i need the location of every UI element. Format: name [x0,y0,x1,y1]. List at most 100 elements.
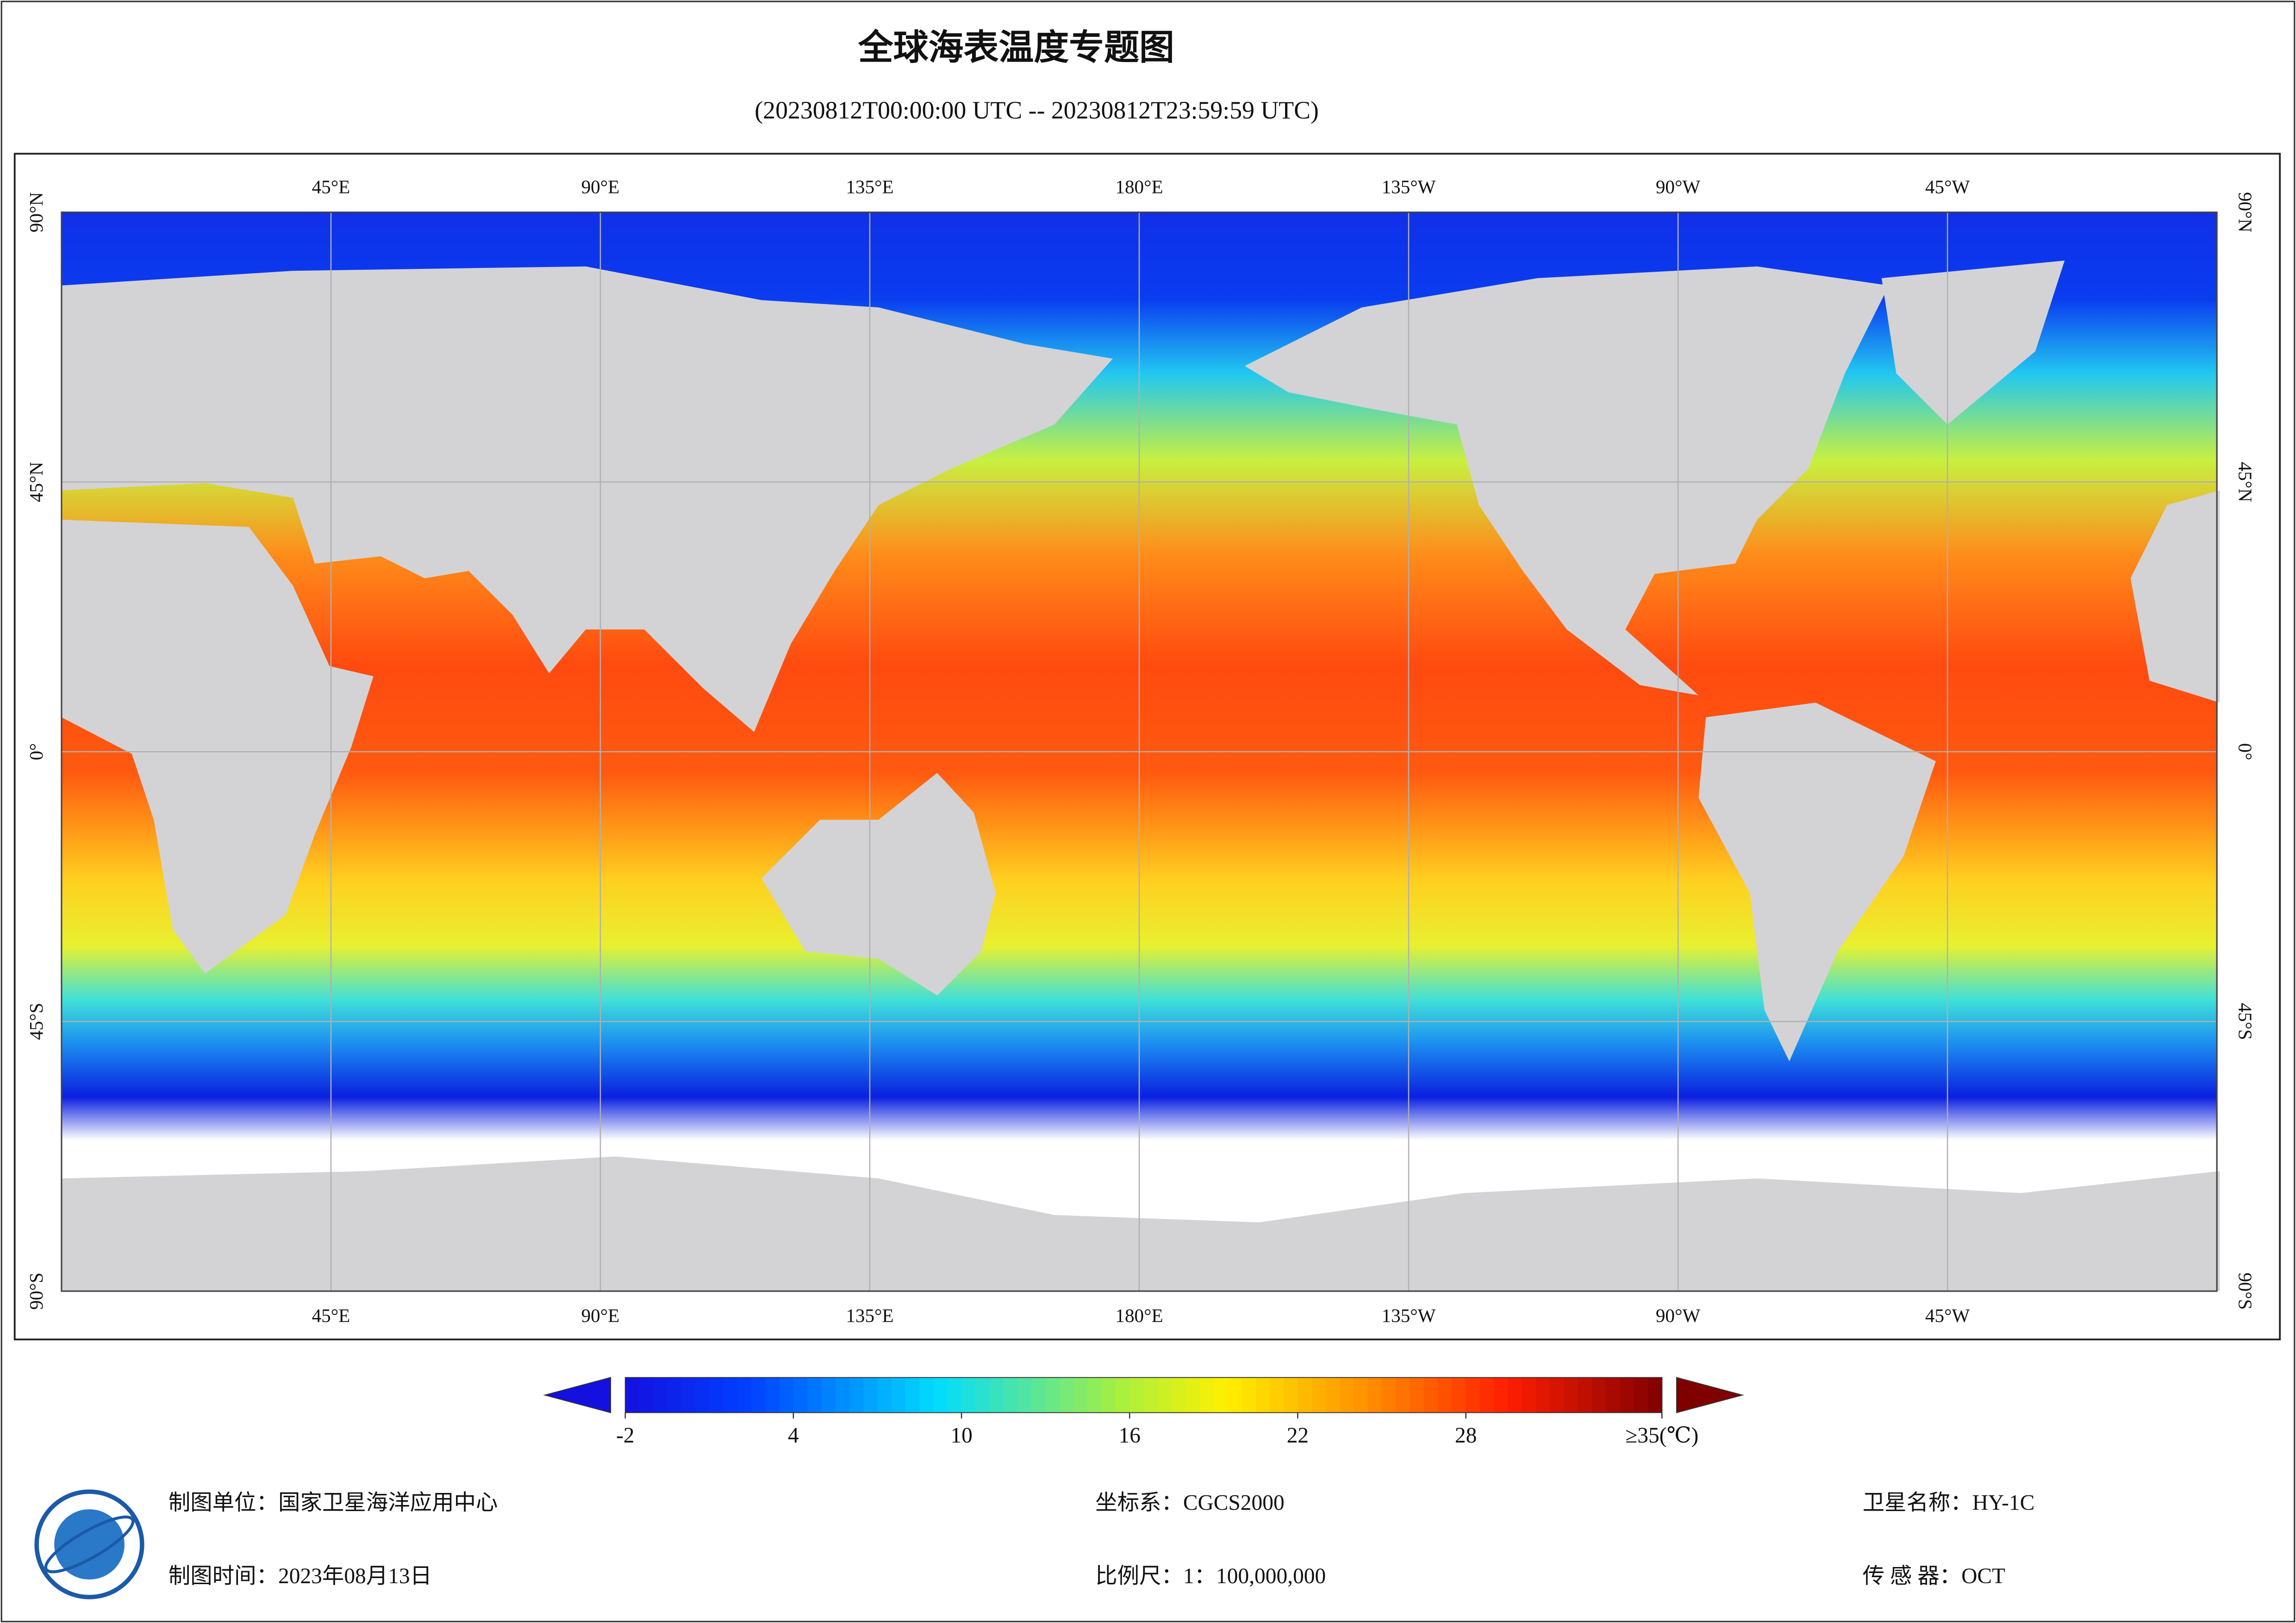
colorbar-cell [1115,1377,1130,1413]
colorbar: -2 4 10 16 22 28 ≥35(℃) [543,1377,1744,1448]
colorbar-cell [793,1377,808,1413]
colorbar-cell [681,1377,696,1413]
south-america [1698,703,1936,1062]
colorbar-high-arrow [1676,1377,1744,1413]
lon-label-top: 135°E [846,176,893,197]
colorbar-cell [1003,1377,1018,1413]
footer-date: 制图时间：2023年08月13日 [168,1564,432,1588]
footer-sensor: 传 感 器：OCT [1863,1564,2005,1588]
greenland [1881,261,2065,425]
lat-label-left: 90°N [25,192,47,232]
colorbar-cell [947,1377,962,1413]
colorbar-cell [905,1377,920,1413]
colorbar-cell [1045,1377,1060,1413]
colorbar-cell [919,1377,934,1413]
colorbar-cell [1242,1377,1256,1413]
colorbar-cell [1606,1377,1621,1413]
colorbar-cell [989,1377,1004,1413]
colorbar-cell [1466,1377,1480,1413]
colorbar-cell [723,1377,738,1413]
colorbar-tick-label: 28 [1455,1424,1477,1448]
colorbar-cell [933,1377,948,1413]
colorbar-cell [1423,1377,1438,1413]
antarctica [61,1156,2220,1291]
colorbar-cell [1143,1377,1158,1413]
lon-label-bottom: 45°W [1925,1305,1970,1326]
colorbar-cell [1620,1377,1635,1413]
lon-label-bottom: 180°E [1115,1305,1163,1326]
colorbar-cell [1452,1377,1466,1413]
colorbar-cell [1508,1377,1522,1413]
lat-label-right: 90°N [2235,192,2256,232]
colorbar-cell [1494,1377,1509,1413]
colorbar-cell [1087,1377,1102,1413]
colorbar-cell [863,1377,878,1413]
australia [761,773,996,995]
lon-label-top: 180°E [1115,176,1163,197]
lat-label-right: 45°S [2235,1003,2256,1040]
lat-label-right: 90°S [2235,1273,2256,1310]
colorbar-cell [1157,1377,1172,1413]
colorbar-cell [1017,1377,1032,1413]
colorbar-cell [1172,1377,1186,1413]
colorbar-cell [1410,1377,1424,1413]
footer-crs: 坐标系：CGCS2000 [1095,1491,1285,1515]
colorbar-cell [1522,1377,1536,1413]
colorbar-tick-label: 4 [788,1424,799,1448]
colorbar-cell [1199,1377,1214,1413]
colorbar-tick-label: -2 [616,1424,635,1448]
colorbar-cell [1564,1377,1578,1413]
colorbar-cell [1185,1377,1200,1413]
colorbar-cell [1073,1377,1088,1413]
colorbar-cell [737,1377,752,1413]
colorbar-cell [1535,1377,1551,1413]
footer-unit: 制图单位：国家卫星海洋应用中心 [168,1491,498,1515]
colorbar-cell [695,1377,710,1413]
colorbar-cell [849,1377,864,1413]
lat-label-left: 45°N [25,462,47,502]
colorbar-cell [1396,1377,1410,1413]
colorbar-cell [807,1377,822,1413]
colorbar-cell [975,1377,990,1413]
colorbar-cell [1648,1377,1663,1413]
footer-scale: 比例尺：1：100,000,000 [1095,1564,1326,1588]
colorbar-cell [625,1377,640,1413]
colorbar-cell [1101,1377,1116,1413]
colorbar-cell [891,1377,906,1413]
lon-label-top: 90°W [1656,176,1701,197]
colorbar-frame [624,1377,1663,1413]
colorbar-cell [1634,1377,1648,1413]
colorbar-cell [1479,1377,1495,1413]
lon-label-top: 45°W [1925,176,1970,197]
lat-label-right: 45°N [2235,462,2256,502]
colorbar-cell [1129,1377,1144,1413]
colorbar-cell [639,1377,654,1413]
lat-label-left: 45°S [25,1003,47,1040]
colorbar-cell [1354,1377,1368,1413]
colorbar-cell [765,1377,780,1413]
colorbar-cell [1284,1377,1298,1413]
colorbar-tick-label: 10 [950,1424,972,1448]
lon-label-top: 45°E [312,176,350,197]
colorbar-cell [821,1377,836,1413]
colorbar-cell [1591,1377,1607,1413]
map-frame [61,211,2218,1292]
lon-label-bottom: 135°E [846,1305,893,1326]
colorbar-cell [667,1377,682,1413]
eurasia [61,266,1113,732]
colorbar-cell [1438,1377,1453,1413]
colorbar-tick-label: ≥35(℃) [1625,1424,1698,1448]
lon-label-bottom: 45°E [312,1305,350,1326]
lon-label-bottom: 90°W [1656,1305,1701,1326]
colorbar-cell [1213,1377,1229,1413]
title: 全球海表温度专题图 [858,27,1174,68]
colorbar-cell [835,1377,850,1413]
lon-label-bottom: 90°E [581,1305,620,1326]
colorbar-cell [1228,1377,1242,1413]
colorbar-cell [1367,1377,1382,1413]
colorbar-cell [1578,1377,1592,1413]
colorbar-cell [751,1377,766,1413]
logo [34,1489,144,1599]
